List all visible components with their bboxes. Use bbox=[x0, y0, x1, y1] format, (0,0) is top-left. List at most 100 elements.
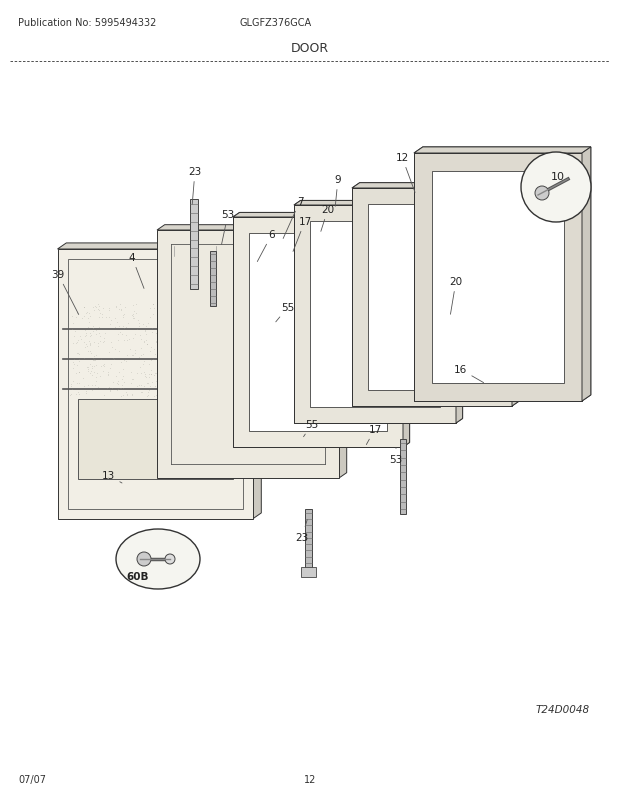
Point bbox=[130, 305, 140, 318]
Point bbox=[206, 306, 216, 318]
Point bbox=[143, 387, 153, 399]
Point bbox=[108, 352, 118, 365]
Point bbox=[192, 371, 202, 384]
Point bbox=[156, 348, 166, 361]
Point bbox=[141, 320, 151, 333]
Point bbox=[77, 312, 87, 325]
Point bbox=[176, 325, 186, 338]
Point bbox=[225, 378, 235, 391]
Point bbox=[144, 368, 154, 381]
Point bbox=[143, 377, 153, 390]
Point bbox=[108, 376, 118, 389]
Point bbox=[131, 307, 141, 320]
Point bbox=[154, 313, 164, 326]
Point bbox=[204, 366, 214, 379]
Point bbox=[91, 375, 100, 387]
Bar bbox=[301, 567, 316, 577]
Point bbox=[150, 367, 160, 380]
Point bbox=[211, 315, 221, 328]
Point bbox=[160, 372, 170, 385]
Point bbox=[118, 363, 128, 376]
Point bbox=[145, 302, 155, 315]
Point bbox=[94, 311, 104, 324]
Point bbox=[146, 345, 156, 358]
Point bbox=[208, 334, 218, 347]
Point bbox=[74, 388, 84, 401]
Point bbox=[199, 388, 209, 401]
Point bbox=[162, 298, 172, 311]
Point bbox=[197, 342, 207, 355]
Text: GLGFZ376GCA: GLGFZ376GCA bbox=[240, 18, 312, 28]
Point bbox=[192, 342, 202, 354]
Point bbox=[68, 317, 78, 330]
Point bbox=[78, 372, 88, 385]
Point bbox=[130, 347, 140, 360]
Point bbox=[127, 388, 137, 401]
Point bbox=[202, 377, 212, 390]
Point bbox=[89, 354, 99, 367]
Point bbox=[94, 300, 104, 313]
Point bbox=[66, 388, 76, 401]
Point bbox=[175, 335, 185, 348]
Point bbox=[72, 336, 82, 349]
Point bbox=[184, 364, 193, 377]
Point bbox=[202, 317, 211, 330]
Point bbox=[127, 389, 137, 402]
Point bbox=[92, 367, 102, 380]
Point bbox=[73, 334, 83, 347]
Point bbox=[162, 386, 172, 399]
Point bbox=[107, 382, 117, 395]
Point bbox=[204, 300, 214, 313]
Point bbox=[165, 383, 175, 396]
Polygon shape bbox=[339, 225, 347, 479]
Point bbox=[79, 302, 89, 314]
Point bbox=[144, 358, 154, 371]
Point bbox=[202, 335, 211, 348]
Point bbox=[81, 387, 91, 399]
Point bbox=[164, 300, 174, 313]
Point bbox=[172, 374, 182, 387]
Point bbox=[173, 379, 183, 391]
Point bbox=[224, 307, 234, 320]
Point bbox=[89, 301, 99, 314]
Point bbox=[218, 328, 228, 341]
Point bbox=[172, 310, 182, 322]
Point bbox=[228, 355, 237, 368]
Polygon shape bbox=[400, 439, 406, 514]
Point bbox=[166, 333, 175, 346]
Point bbox=[90, 300, 100, 313]
Point bbox=[133, 314, 143, 327]
Point bbox=[72, 347, 82, 360]
Point bbox=[199, 309, 209, 322]
Point bbox=[87, 360, 97, 373]
Polygon shape bbox=[414, 154, 582, 402]
Point bbox=[127, 349, 137, 362]
Point bbox=[84, 307, 94, 320]
Polygon shape bbox=[512, 184, 520, 407]
Bar bbox=[249, 233, 387, 431]
Point bbox=[233, 383, 243, 395]
Point bbox=[131, 298, 141, 311]
Point bbox=[84, 312, 94, 325]
Point bbox=[143, 317, 153, 330]
Text: 4: 4 bbox=[129, 253, 144, 289]
Point bbox=[178, 320, 188, 333]
Point bbox=[99, 390, 108, 403]
Point bbox=[166, 379, 175, 391]
Point bbox=[95, 334, 105, 347]
Point bbox=[140, 370, 149, 383]
Point bbox=[213, 317, 223, 330]
Point bbox=[135, 351, 144, 364]
Point bbox=[159, 364, 169, 377]
Point bbox=[128, 312, 138, 325]
Point bbox=[116, 355, 126, 368]
Point bbox=[208, 360, 218, 373]
Point bbox=[125, 343, 135, 356]
Point bbox=[87, 379, 97, 392]
Point bbox=[105, 363, 115, 375]
Point bbox=[210, 351, 220, 364]
Point bbox=[230, 379, 240, 391]
Polygon shape bbox=[210, 252, 216, 306]
Point bbox=[190, 326, 200, 338]
Point bbox=[197, 389, 206, 402]
